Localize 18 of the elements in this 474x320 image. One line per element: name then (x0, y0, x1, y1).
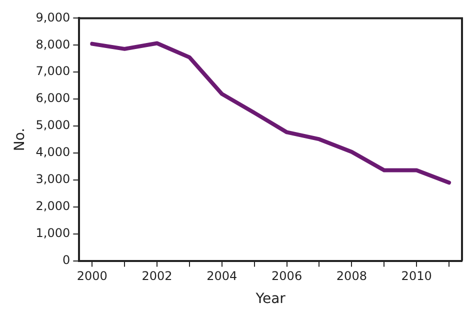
y-tick-label: 4,000 (36, 145, 70, 160)
x-tick-label: 2006 (272, 269, 302, 284)
y-tick-label: 3,000 (36, 172, 70, 186)
y-tick-label: 5,000 (36, 118, 70, 132)
y-tick-label: 9,000 (36, 10, 70, 24)
y-tick-label: 6,000 (36, 91, 70, 106)
x-axis-title: Year (254, 291, 286, 308)
y-tick-label: 7,000 (36, 64, 70, 78)
y-axis-title: No. (12, 128, 28, 152)
y-tick-label: 1,000 (36, 226, 70, 240)
y-tick-label: 8,000 (36, 37, 70, 52)
x-tick-label: 2004 (206, 269, 238, 284)
x-tick-label: 2002 (142, 269, 172, 284)
y-tick-label: 2,000 (36, 199, 70, 214)
y-tick-label: 0 (62, 252, 70, 267)
x-tick-label: 2000 (76, 269, 108, 284)
x-tick-label: 2008 (336, 269, 367, 284)
x-tick-label: 2010 (401, 269, 432, 284)
